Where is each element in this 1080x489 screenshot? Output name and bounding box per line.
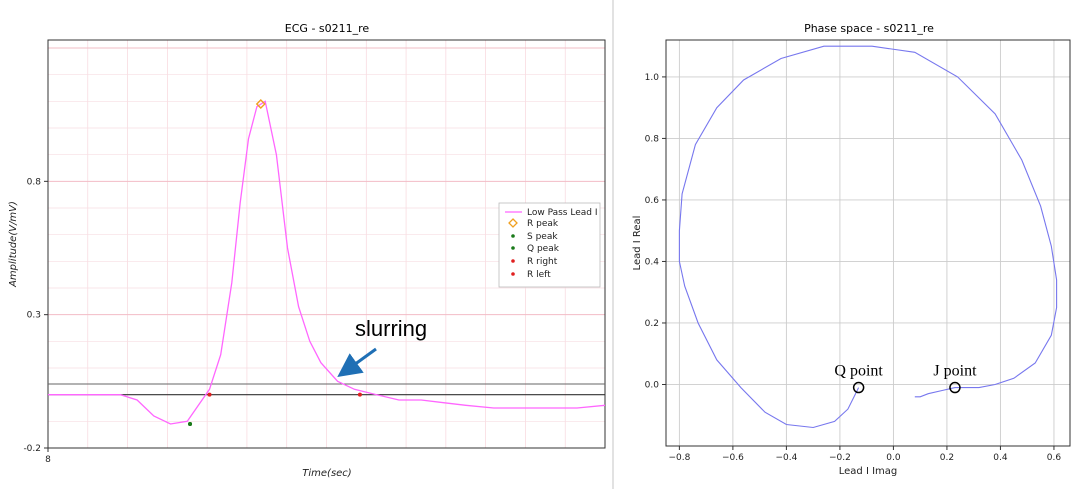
ecg-plot-frame <box>47 39 606 449</box>
ecg-y-tick-label: 0.3 <box>27 311 41 321</box>
ecg-point-r-left <box>207 392 212 397</box>
phase-y-axis-label: Lead I Real <box>632 216 643 271</box>
phase-y-tick-label: 0.8 <box>645 134 660 144</box>
legend-swatch-r-left <box>511 272 515 276</box>
phase-y-tick-label: 0.0 <box>645 380 660 390</box>
ecg-y-tick-label: 0.8 <box>27 177 42 187</box>
phase-x-tick-label: −0.6 <box>722 453 744 463</box>
ecg-x-tick-label: 8 <box>45 455 51 465</box>
legend-label-r-left: R left <box>527 270 551 280</box>
phase-gridlines <box>666 40 1070 446</box>
ecg-title: ECG - s0211_re <box>285 22 370 35</box>
phase-markers: Q point J point <box>834 363 977 394</box>
legend-label-r-peak: R peak <box>527 219 559 229</box>
phase-x-tick-label: −0.8 <box>668 453 690 463</box>
slurring-annotation: slurring <box>355 316 427 341</box>
phase-series-trajectory <box>678 45 1058 429</box>
phase-space-chart: Phase space - s0211_re Q point J point 0.… <box>632 22 1071 477</box>
phase-title: Phase space - s0211_re <box>804 22 934 35</box>
phase-x-ticks: −0.8 −0.6 −0.4 −0.2 0.0 0.2 0.4 0.6 <box>668 446 1061 463</box>
legend-swatch-r-right <box>511 259 515 263</box>
q-point-label: Q point <box>834 363 883 380</box>
phase-x-tick-label: 0.2 <box>940 453 954 463</box>
ecg-chart: ECG - s0211_re -0.2 0.3 0.8 8 Time(sec) Am… <box>8 22 606 479</box>
legend-label-low-pass: Low Pass Lead I <box>527 208 598 218</box>
phase-x-axis-label: Lead I Imag <box>839 466 898 477</box>
legend-swatch-q-peak <box>511 246 515 250</box>
ecg-x-axis-label: Time(sec) <box>302 468 351 479</box>
ecg-y-axis-label: Amplitude(V/mV) <box>8 201 19 288</box>
j-point-label: J point <box>933 363 977 380</box>
j-point-marker <box>949 381 961 394</box>
legend-label-r-right: R right <box>527 257 558 267</box>
phase-x-tick-label: 0.4 <box>993 453 1008 463</box>
ecg-y-ticks: -0.2 0.3 0.8 <box>23 177 48 454</box>
ecg-y-tick-label: -0.2 <box>23 444 41 454</box>
phase-y-tick-label: 0.4 <box>645 257 660 267</box>
phase-x-tick-label: 0.6 <box>1047 453 1062 463</box>
phase-y-tick-label: 0.2 <box>645 319 659 329</box>
phase-x-tick-label: −0.4 <box>775 453 797 463</box>
ecg-point-q-peak <box>188 422 193 426</box>
ecg-fiducial-points <box>188 99 362 426</box>
phase-plot-frame <box>665 39 1071 447</box>
ecg-baselines <box>48 383 605 396</box>
legend-swatch-r-peak <box>508 218 518 228</box>
phase-y-tick-label: 1.0 <box>645 73 660 83</box>
ecg-series-low-pass-lead-i <box>48 100 606 425</box>
ecg-legend-box <box>498 202 601 288</box>
ecg-legend: Low Pass Lead I R peak S peak Q peak R r… <box>498 202 601 288</box>
phase-x-tick-label: 0.0 <box>886 453 901 463</box>
phase-y-tick-label: 0.6 <box>645 196 660 206</box>
slurring-arrow <box>337 347 377 378</box>
phase-x-tick-label: −0.2 <box>829 453 851 463</box>
ecg-x-ticks: 8 <box>45 448 51 465</box>
q-point-marker <box>852 381 865 394</box>
legend-label-s-peak: S peak <box>527 232 558 242</box>
ecg-point-r-peak <box>255 99 266 109</box>
legend-label-q-peak: Q peak <box>527 244 560 254</box>
ecg-point-r-right <box>357 392 362 397</box>
phase-y-ticks: 0.0 0.2 0.4 0.6 0.8 1.0 <box>645 73 666 390</box>
legend-swatch-s-peak <box>511 234 515 238</box>
